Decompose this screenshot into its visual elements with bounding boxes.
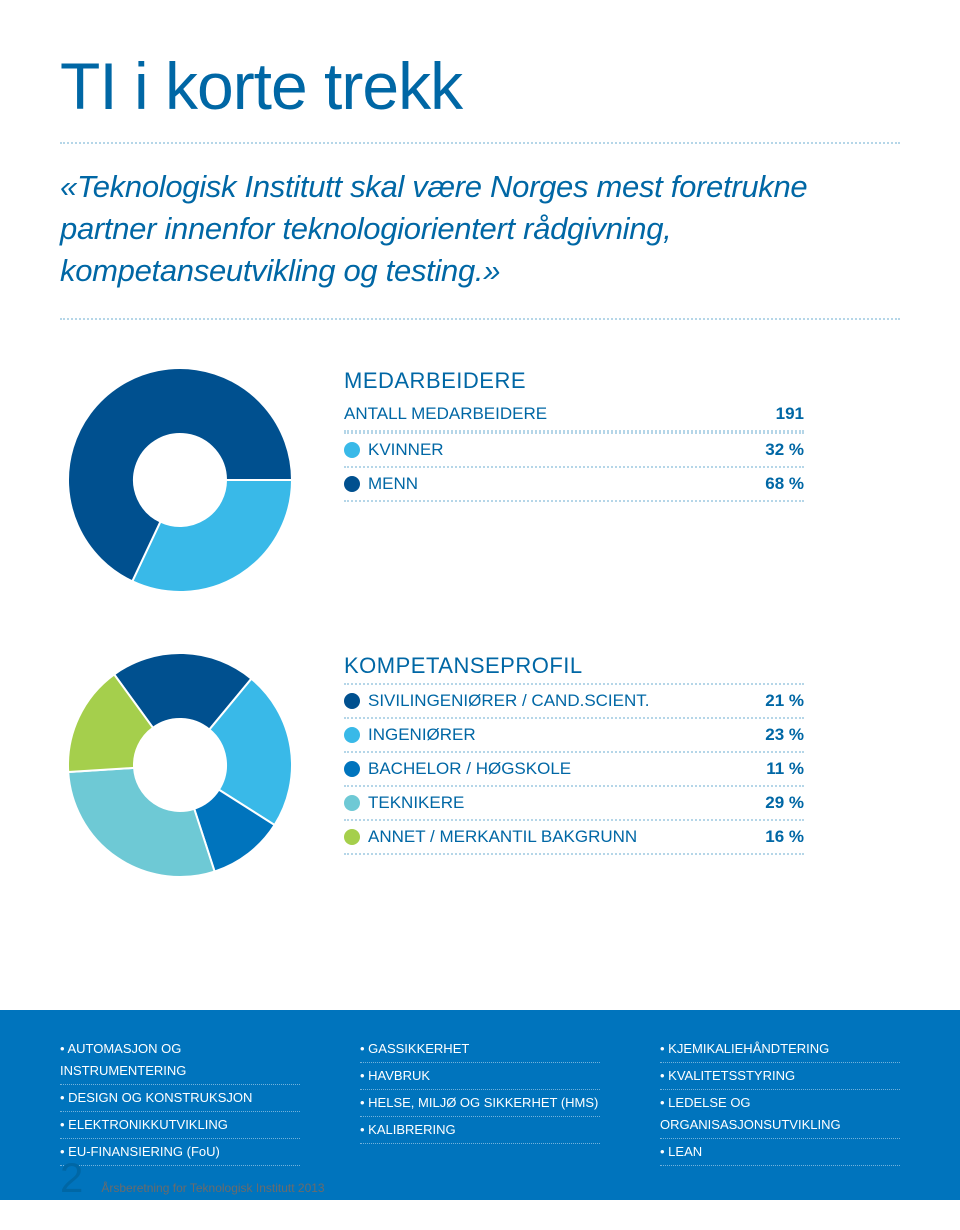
row-label-text: TEKNIKERE bbox=[368, 793, 464, 813]
table-row: MENN 68 % bbox=[344, 468, 804, 502]
kompetanse-donut bbox=[60, 645, 300, 890]
list-item: DESIGN OG KONSTRUKSJON bbox=[60, 1085, 300, 1112]
footer: 2 Årsberetning for Teknologisk Institutt… bbox=[60, 1154, 900, 1202]
row-label: INGENIØRER bbox=[344, 725, 476, 745]
legend-swatch bbox=[344, 693, 360, 709]
row-label-text: BACHELOR / HØGSKOLE bbox=[368, 759, 571, 779]
list-item: GASSIKKERHET bbox=[360, 1036, 600, 1063]
row-label: ANTALL MEDARBEIDERE bbox=[344, 404, 547, 424]
footer-text: Årsberetning for Teknologisk Institutt 2… bbox=[101, 1181, 324, 1195]
list-item: LEDELSE OG ORGANISASJONSUTVIKLING bbox=[660, 1090, 900, 1139]
table-row: SIVILINGENIØRER / CAND.SCIENT. 21 % bbox=[344, 683, 804, 719]
band-column: KJEMIKALIEHÅNDTERINGKVALITETSSTYRINGLEDE… bbox=[660, 1036, 900, 1166]
row-value: 11 % bbox=[766, 759, 804, 779]
row-label: TEKNIKERE bbox=[344, 793, 464, 813]
table-row: ANTALL MEDARBEIDERE 191 bbox=[344, 398, 804, 432]
list-item: AUTOMASJON OG INSTRUMENTERING bbox=[60, 1036, 300, 1085]
table-row: ANNET / MERKANTIL BAKGRUNN 16 % bbox=[344, 821, 804, 855]
row-label-text: KVINNER bbox=[368, 440, 444, 460]
table-row: BACHELOR / HØGSKOLE 11 % bbox=[344, 753, 804, 787]
table-row: INGENIØRER 23 % bbox=[344, 719, 804, 753]
row-value: 68 % bbox=[765, 474, 804, 494]
kompetanse-title: KOMPETANSEPROFIL bbox=[344, 653, 900, 679]
row-value: 21 % bbox=[765, 691, 804, 711]
band-column: GASSIKKERHETHAVBRUKHELSE, MILJØ OG SIKKE… bbox=[360, 1036, 600, 1166]
band-column: AUTOMASJON OG INSTRUMENTERINGDESIGN OG K… bbox=[60, 1036, 300, 1166]
kompetanse-stats: KOMPETANSEPROFIL SIVILINGENIØRER / CAND.… bbox=[344, 645, 900, 855]
donut-slice bbox=[132, 480, 292, 592]
list-item: HELSE, MILJØ OG SIKKERHET (HMS) bbox=[360, 1090, 600, 1117]
legend-swatch bbox=[344, 442, 360, 458]
row-label-text: SIVILINGENIØRER / CAND.SCIENT. bbox=[368, 691, 650, 711]
list-item: ELEKTRONIKKUTVIKLING bbox=[60, 1112, 300, 1139]
row-value: 191 bbox=[776, 404, 804, 424]
kompetanse-section: KOMPETANSEPROFIL SIVILINGENIØRER / CAND.… bbox=[60, 645, 900, 890]
row-value: 23 % bbox=[765, 725, 804, 745]
page-title: TI i korte trekk bbox=[60, 48, 900, 124]
row-label: KVINNER bbox=[344, 440, 444, 460]
row-label: BACHELOR / HØGSKOLE bbox=[344, 759, 571, 779]
donut-slice bbox=[68, 767, 214, 876]
legend-swatch bbox=[344, 761, 360, 777]
medarbeidere-donut bbox=[60, 360, 300, 605]
list-item: HAVBRUK bbox=[360, 1063, 600, 1090]
row-label-text: INGENIØRER bbox=[368, 725, 476, 745]
medarbeidere-stats: MEDARBEIDERE ANTALL MEDARBEIDERE 191 KVI… bbox=[344, 360, 900, 502]
table-row: KVINNER 32 % bbox=[344, 432, 804, 468]
row-label-text: MENN bbox=[368, 474, 418, 494]
row-value: 29 % bbox=[765, 793, 804, 813]
list-item: KJEMIKALIEHÅNDTERING bbox=[660, 1036, 900, 1063]
medarbeidere-section: MEDARBEIDERE ANTALL MEDARBEIDERE 191 KVI… bbox=[60, 360, 900, 605]
page-number: 2 bbox=[60, 1154, 83, 1202]
legend-swatch bbox=[344, 476, 360, 492]
row-label: SIVILINGENIØRER / CAND.SCIENT. bbox=[344, 691, 650, 711]
row-label: ANNET / MERKANTIL BAKGRUNN bbox=[344, 827, 637, 847]
legend-swatch bbox=[344, 795, 360, 811]
row-label: MENN bbox=[344, 474, 418, 494]
row-value: 16 % bbox=[765, 827, 804, 847]
legend-swatch bbox=[344, 727, 360, 743]
list-item: KVALITETSSTYRING bbox=[660, 1063, 900, 1090]
list-item: KALIBRERING bbox=[360, 1117, 600, 1144]
legend-swatch bbox=[344, 829, 360, 845]
row-label-text: ANNET / MERKANTIL BAKGRUNN bbox=[368, 827, 637, 847]
row-value: 32 % bbox=[765, 440, 804, 460]
divider bbox=[60, 142, 900, 144]
medarbeidere-title: MEDARBEIDERE bbox=[344, 368, 900, 394]
divider bbox=[60, 318, 900, 320]
table-row: TEKNIKERE 29 % bbox=[344, 787, 804, 821]
quote-text: «Teknologisk Institutt skal være Norges … bbox=[60, 166, 900, 292]
